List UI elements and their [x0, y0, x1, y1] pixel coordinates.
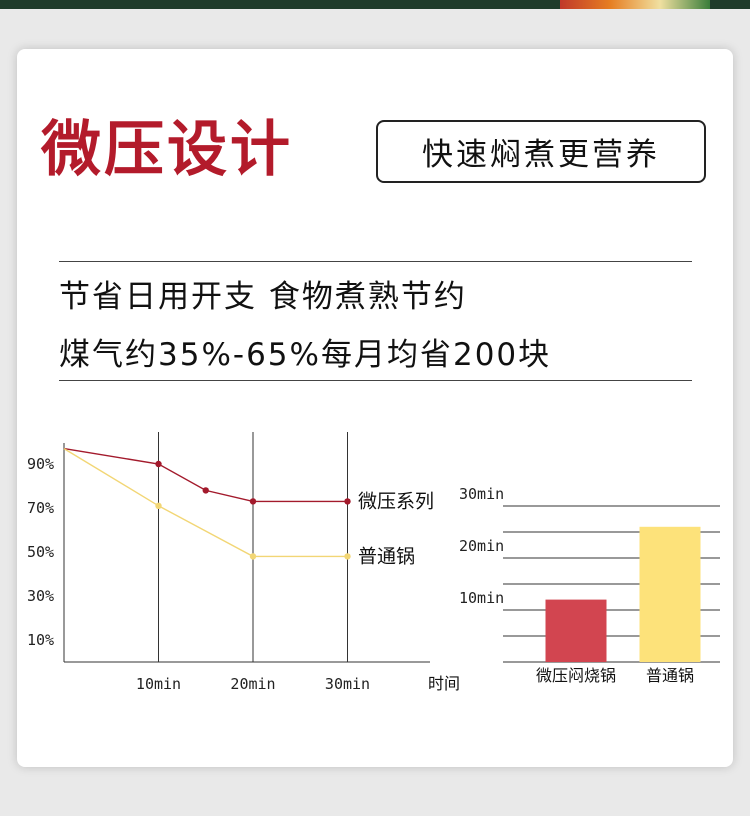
- data-point: [344, 498, 351, 505]
- series-line-1: [63, 448, 348, 558]
- benefit-line-1: 节省日用开支 食物煮熟节约: [59, 279, 467, 315]
- bottom-divider: [59, 380, 692, 381]
- series-label: 微压系列: [358, 490, 434, 512]
- bar-chart: 30min 20min 10min 微压闷烧锅 普通锅: [459, 485, 720, 685]
- y-tick-label: 50%: [27, 543, 54, 561]
- bar-y-tick-label: 30min: [459, 485, 504, 503]
- bar-category-label: 微压闷烧锅: [536, 666, 616, 685]
- data-point: [249, 553, 257, 560]
- series-label: 普通锅: [358, 545, 415, 567]
- data-point: [344, 553, 351, 560]
- data-point: [202, 487, 209, 494]
- top-photo-band: [0, 0, 750, 9]
- x-tick-label: 10min: [136, 675, 181, 693]
- bar: [545, 599, 607, 662]
- tagline-badge: 快速焖煮更营养: [376, 120, 706, 183]
- data-point: [155, 502, 162, 509]
- bar-category-label: 普通锅: [646, 666, 694, 685]
- x-tick-label: 20min: [230, 675, 275, 693]
- benefit-line-2: 煤气约35%-65%每月均省200块: [59, 337, 552, 373]
- y-tick-label: 10%: [27, 631, 54, 649]
- data-point: [155, 460, 162, 468]
- page-title: 微压设计: [41, 115, 293, 185]
- x-axis-title: 时间: [428, 674, 460, 693]
- x-tick-label: 30min: [325, 675, 370, 693]
- food-photo-strip: [560, 0, 710, 9]
- y-tick-label: 90%: [27, 455, 54, 473]
- bar-y-tick-label: 20min: [459, 537, 504, 555]
- y-tick-label: 30%: [27, 587, 54, 605]
- feature-card: 微压设计 快速焖煮更营养 节省日用开支 食物煮熟节约 煤气约35%-65%每月均…: [17, 49, 733, 767]
- top-divider: [59, 261, 692, 262]
- data-point: [249, 498, 257, 505]
- y-tick-label: 70%: [27, 499, 54, 517]
- bar: [639, 526, 701, 662]
- bar-y-tick-label: 10min: [459, 589, 504, 607]
